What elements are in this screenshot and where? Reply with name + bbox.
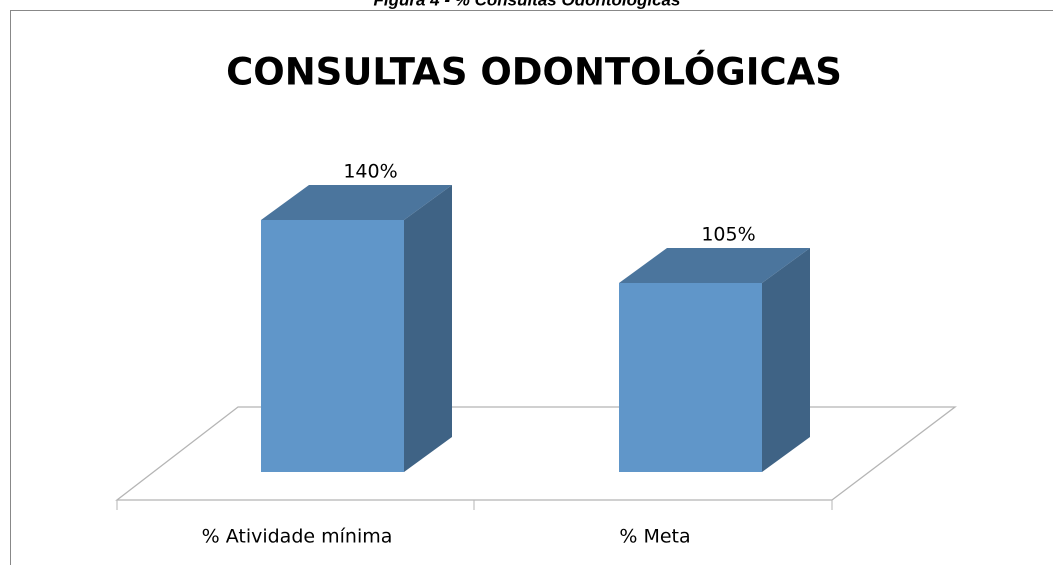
- bar-side: [404, 185, 452, 472]
- bar: [261, 220, 404, 472]
- data-label: 105%: [701, 224, 755, 246]
- bar-side: [762, 248, 810, 472]
- chart-title: CONSULTAS ODONTOLÓGICAS: [226, 50, 842, 94]
- x-tick-label: % Atividade mínima: [202, 526, 393, 548]
- bar-top: [619, 248, 810, 283]
- bar-top: [261, 185, 452, 220]
- bar: [619, 283, 762, 472]
- figure-caption: Figura 4 - % Consultas Odontológicas: [374, 0, 681, 9]
- floor: [115, 406, 957, 501]
- data-label: 140%: [343, 161, 397, 183]
- x-tick-label: % Meta: [619, 526, 690, 548]
